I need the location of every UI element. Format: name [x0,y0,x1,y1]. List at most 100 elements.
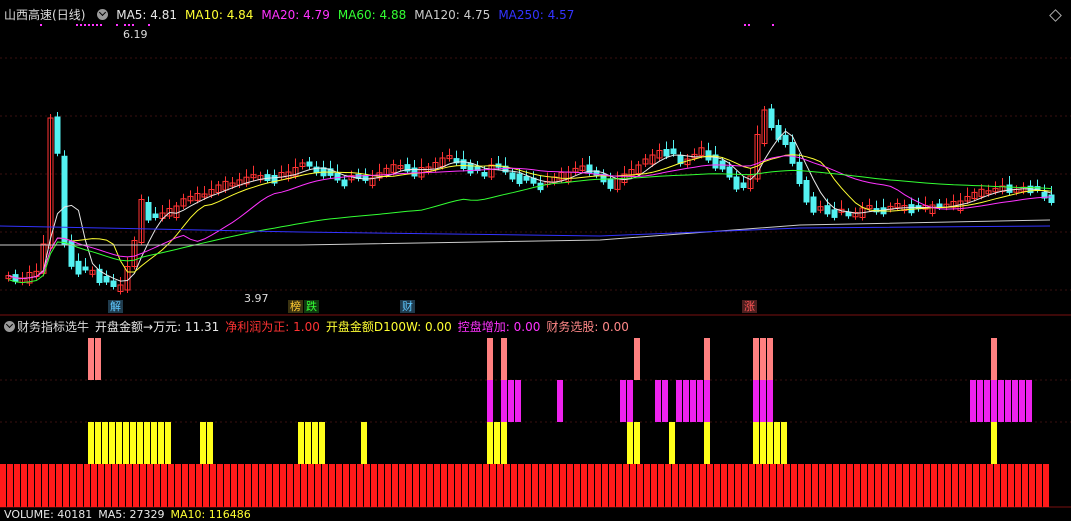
event-tag-jie[interactable]: 解 [108,300,123,313]
event-tag-zhang[interactable]: 涨 [742,300,757,313]
indicator-bar-red [784,464,790,507]
indicator-bar-red [238,464,244,507]
candle-body [803,180,810,203]
indicator-bar-red [21,464,27,507]
indicator-bar-magenta [620,380,626,422]
indicator-bar-yellow [207,422,213,464]
indicator-bar-red [924,464,930,507]
indicator-bar-red [49,464,55,507]
candle-body [894,203,901,208]
indicator-bar-red [378,464,384,507]
candle-body [726,166,733,178]
indicator-bar-pink [991,338,997,380]
ma120-line [0,219,1051,246]
ma-value-3: MA60: 4.88 [337,8,407,22]
indicator-bar-red [889,464,895,507]
indicator-circle-icon[interactable] [4,321,15,332]
indicator-bar-red [728,464,734,507]
ma-values: MA5: 4.81 MA10: 4.84 MA20: 4.79 MA60: 4.88 M… [116,8,582,22]
event-tag-die[interactable]: 跌 [304,300,319,313]
indicator-bar-red [189,464,195,507]
candle-body [663,149,670,157]
indicator-bar-red [665,464,671,507]
indicator-bar-red [742,464,748,507]
indicator-bar-red [245,464,251,507]
indicator-bar-red [1022,464,1028,507]
candle-body [180,198,187,207]
candle-body [516,173,523,184]
indicator-bar-red [602,464,608,507]
indicator-bar-red [756,464,762,507]
indicator-bar-red [357,464,363,507]
low-price-label: 3.97 [244,292,269,305]
indicator-bar-red [504,464,510,507]
candle-body [600,173,607,183]
candle-body [754,134,761,180]
indicator-bar-magenta [753,380,759,422]
indicator-bar-red [371,464,377,507]
indicator-value-4: 财务选股: 0.00 [546,320,629,334]
indicator-bar-yellow [305,422,311,464]
indicator-bar-yellow [158,422,164,464]
indicator-bar-yellow [319,422,325,464]
indicator-value-0: 开盘金额→万元: 11.31 [95,320,220,334]
event-tag-bang[interactable]: 榜 [288,300,303,313]
ma-value-5: MA250: 4.57 [498,8,575,22]
signal-marker [116,24,118,26]
ma10-line [8,154,1052,280]
candle-body [453,158,460,164]
indicator-bar-yellow [991,422,997,464]
candle-body [796,161,803,184]
indicator-bar-red [217,464,223,507]
candle-body [677,155,684,165]
candle-body [446,155,453,160]
indicator-bar-pink [487,338,493,380]
indicator-bar-yellow [767,422,773,464]
indicator-bar-red [518,464,524,507]
signal-marker [80,24,82,26]
candle-body [334,172,341,181]
candle-body [152,213,159,218]
indicator-bar-red [203,464,209,507]
indicator-bar-red [329,464,335,507]
indicator-bar-red [336,464,342,507]
indicator-bar-magenta [655,380,661,422]
candle-body [509,172,516,180]
indicator-bar-red [161,464,167,507]
candle-body [103,276,110,283]
indicator-bar-red [462,464,468,507]
indicator-bar-red [707,464,713,507]
candle-body [817,206,824,211]
indicator-bar-red [714,464,720,507]
indicator-bar-red [350,464,356,507]
indicator-bar-red [875,464,881,507]
indicator-bar-magenta [662,380,668,422]
indicator-bar-yellow [95,422,101,464]
candle-body [523,176,530,181]
candle-body [110,280,117,287]
dropdown-circle-icon[interactable] [97,9,109,20]
high-price-label: 6.19 [123,28,148,41]
indicator-bar-red [525,464,531,507]
indicator-bar-red [490,464,496,507]
indicator-bar-red [840,464,846,507]
candle-body [908,204,915,214]
candle-body [397,165,404,170]
indicator-bar-red [539,464,545,507]
indicator-bar-red [231,464,237,507]
candle-body [229,182,236,187]
indicator-bar-red [343,464,349,507]
candle-body [649,154,656,165]
candle-body [831,209,838,218]
indicator-bar-red [735,464,741,507]
indicator-bar-red [952,464,958,507]
indicator-bar-red [987,464,993,507]
indicator-bar-red [980,464,986,507]
indicator-bar-red [392,464,398,507]
indicator-bar-red [7,464,13,507]
indicator-bar-red [721,464,727,507]
candle-body [712,154,719,169]
indicator-bar-red [42,464,48,507]
event-tag-cai[interactable]: 财 [400,300,415,313]
